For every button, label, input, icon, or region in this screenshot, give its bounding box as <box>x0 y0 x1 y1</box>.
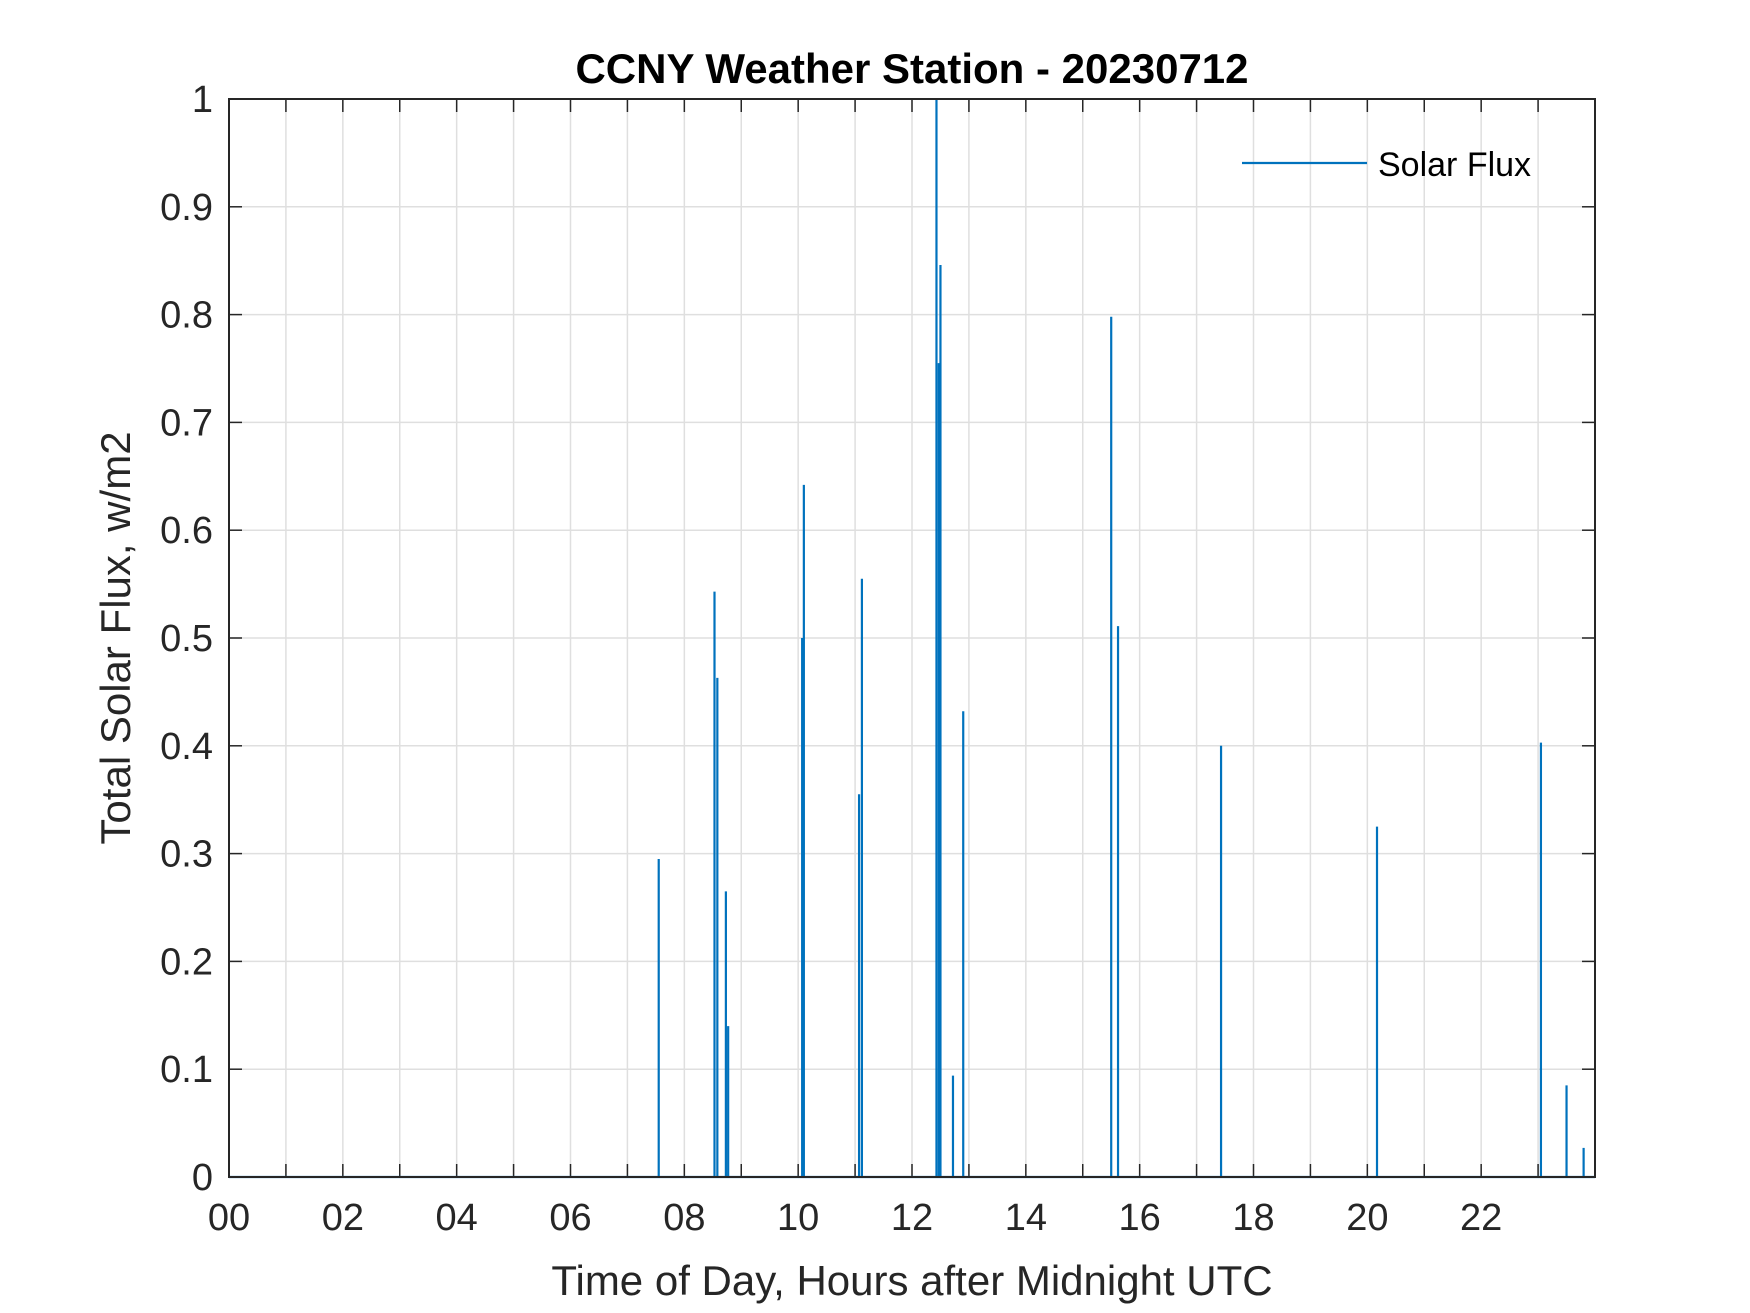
y-tick-label: 0.7 <box>160 402 213 444</box>
y-tick-label: 0.9 <box>160 187 213 229</box>
y-tick-label: 0.8 <box>160 295 213 337</box>
axes-frame <box>228 98 1596 1178</box>
y-tick-label: 0.1 <box>160 1049 213 1091</box>
legend-label-solar-flux: Solar Flux <box>1378 146 1531 184</box>
x-tick-label: 08 <box>663 1197 705 1239</box>
y-tick-labels: 0 0.1 0.2 0.3 0.4 0.5 0.6 0.7 0.8 0.9 1 <box>160 79 213 1199</box>
x-axis-label: Time of Day, Hours after Midnight UTC <box>551 1257 1272 1304</box>
legend: Solar Flux <box>1242 146 1531 184</box>
chart-title: CCNY Weather Station - 20230712 <box>575 45 1248 92</box>
x-tick-label: 14 <box>1005 1197 1047 1239</box>
y-axis-label: Total Solar Flux, w/m2 <box>92 431 139 844</box>
x-tick-label: 00 <box>208 1197 250 1239</box>
y-tick-label: 0.3 <box>160 834 213 876</box>
tick-layer <box>228 98 1595 1178</box>
x-tick-label: 18 <box>1232 1197 1274 1239</box>
y-tick-label: 0.2 <box>160 941 213 983</box>
x-tick-label: 20 <box>1346 1197 1388 1239</box>
y-tick-label: 1 <box>192 79 213 121</box>
x-tick-labels: 00 02 04 06 08 10 12 14 16 18 20 22 <box>208 1197 1502 1239</box>
y-tick-label: 0.4 <box>160 726 213 768</box>
x-tick-label: 06 <box>549 1197 591 1239</box>
x-tick-label: 12 <box>891 1197 933 1239</box>
x-tick-label: 22 <box>1460 1197 1502 1239</box>
x-tick-label: 16 <box>1119 1197 1161 1239</box>
x-tick-label: 10 <box>777 1197 819 1239</box>
x-tick-label: 02 <box>322 1197 364 1239</box>
y-tick-label: 0.6 <box>160 510 213 552</box>
y-tick-label: 0 <box>192 1157 213 1199</box>
x-tick-label: 04 <box>436 1197 478 1239</box>
y-tick-label: 0.5 <box>160 618 213 660</box>
